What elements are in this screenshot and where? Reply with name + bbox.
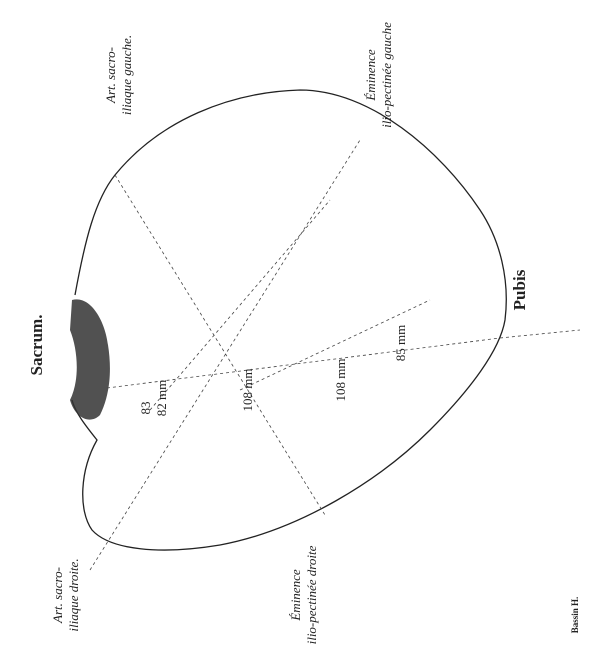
sacrum-shape [70, 299, 110, 420]
diameter-line [106, 337, 501, 389]
art-gauche-label: Art. sacro- [103, 47, 118, 104]
pelvis-outline [71, 89, 507, 551]
caption: Bassin H. [570, 597, 580, 634]
diameter-line [499, 329, 581, 339]
eminence-gauche-label: ilio-pectinée gauche [379, 22, 394, 128]
measurement: 85 mm [393, 325, 408, 361]
measurement: 82 mm [154, 380, 169, 416]
eminence-gauche-label: Éminence [363, 49, 378, 101]
diameter-line [149, 199, 331, 411]
measurement: 83 [138, 402, 153, 415]
diameter-line [239, 299, 431, 391]
diameter-line [114, 174, 326, 516]
eminence-droite-label: ilio-pectinée droite [304, 545, 319, 644]
eminence-droite-label: Éminence [288, 569, 303, 621]
pubis-label: Pubis [510, 269, 529, 310]
art-droite-label: Art. sacro- [50, 567, 65, 624]
art-gauche-label: iliaque gauche. [119, 35, 134, 115]
art-droite-label: iliaque droite. [66, 558, 81, 631]
sacrum-label: Sacrum. [27, 315, 46, 376]
measurement: 108 mm [240, 369, 255, 412]
diameter-line [89, 139, 361, 571]
measurement: 108 mm [333, 359, 348, 402]
